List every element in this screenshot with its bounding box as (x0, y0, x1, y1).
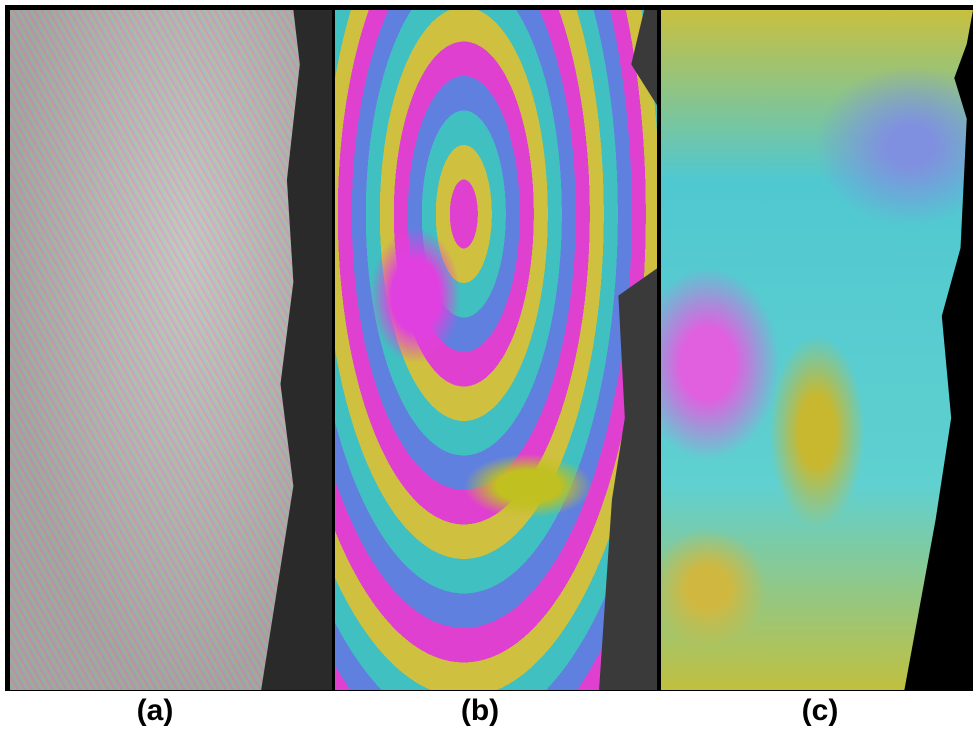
sea-area (261, 10, 332, 690)
panel-image (10, 10, 332, 690)
panel-label: (b) (460, 694, 500, 727)
panel-image (661, 10, 973, 690)
panel-label: (a) (136, 694, 174, 727)
image-strip (5, 5, 973, 691)
panel-label: (c) (801, 694, 839, 727)
sea-area (599, 10, 657, 690)
sea-area (904, 10, 973, 690)
panel-image (335, 10, 657, 690)
